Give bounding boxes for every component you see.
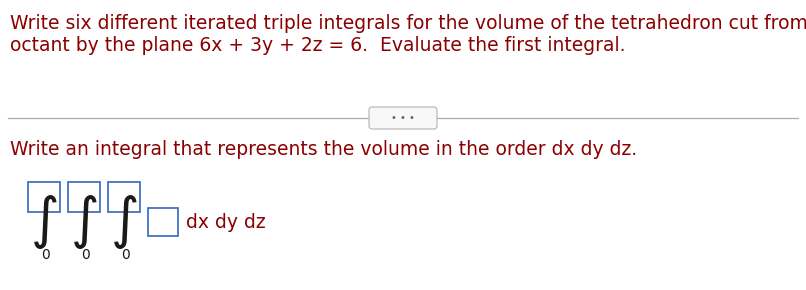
Bar bbox=[28, 182, 60, 212]
Bar bbox=[68, 182, 100, 212]
Text: $\int$: $\int$ bbox=[110, 193, 138, 251]
FancyBboxPatch shape bbox=[369, 107, 437, 129]
Text: • • •: • • • bbox=[391, 113, 415, 123]
Text: octant by the plane 6x + 3y + 2z = 6.  Evaluate the first integral.: octant by the plane 6x + 3y + 2z = 6. Ev… bbox=[10, 36, 625, 55]
Text: dx dy dz: dx dy dz bbox=[186, 213, 266, 231]
Text: 0: 0 bbox=[42, 248, 50, 262]
Text: $\int$: $\int$ bbox=[31, 193, 58, 251]
Text: Write an integral that represents the volume in the order dx dy dz.: Write an integral that represents the vo… bbox=[10, 140, 637, 159]
Text: 0: 0 bbox=[122, 248, 131, 262]
Text: Write six different iterated triple integrals for the volume of the tetrahedron : Write six different iterated triple inte… bbox=[10, 14, 806, 33]
Bar bbox=[108, 182, 140, 212]
Text: 0: 0 bbox=[81, 248, 90, 262]
Text: $\int$: $\int$ bbox=[70, 193, 98, 251]
Bar bbox=[148, 208, 178, 236]
